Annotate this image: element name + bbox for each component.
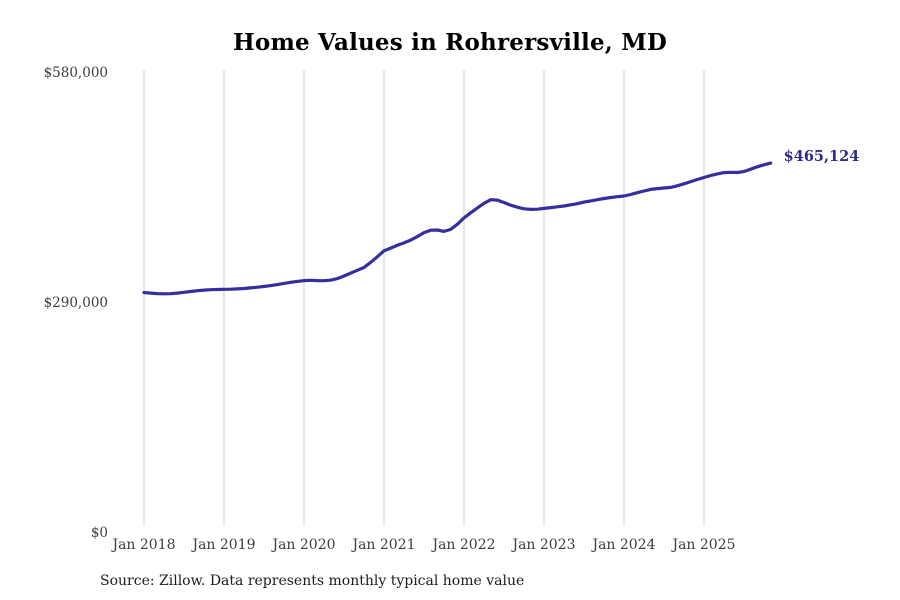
x-axis-label: Jan 2023 [512,537,576,553]
x-axis-label: Jan 2022 [432,537,496,553]
y-axis-label: $0 [90,525,108,541]
x-axis-label: Jan 2018 [112,537,176,553]
x-axis-label: Jan 2021 [352,537,416,553]
x-axis-label: Jan 2020 [272,537,336,553]
y-axis-label: $290,000 [43,295,108,311]
y-axis-label: $580,000 [43,65,108,81]
chart-title: Home Values in Rohrersville, MD [232,29,668,56]
x-axis-label: Jan 2025 [672,537,736,553]
source-note: Source: Zillow. Data represents monthly … [100,573,525,589]
x-axis-label: Jan 2019 [192,537,256,553]
latest-value-label: $465,124 [783,148,860,166]
home-value-line [142,161,773,296]
x-axis-label: Jan 2024 [592,537,656,553]
